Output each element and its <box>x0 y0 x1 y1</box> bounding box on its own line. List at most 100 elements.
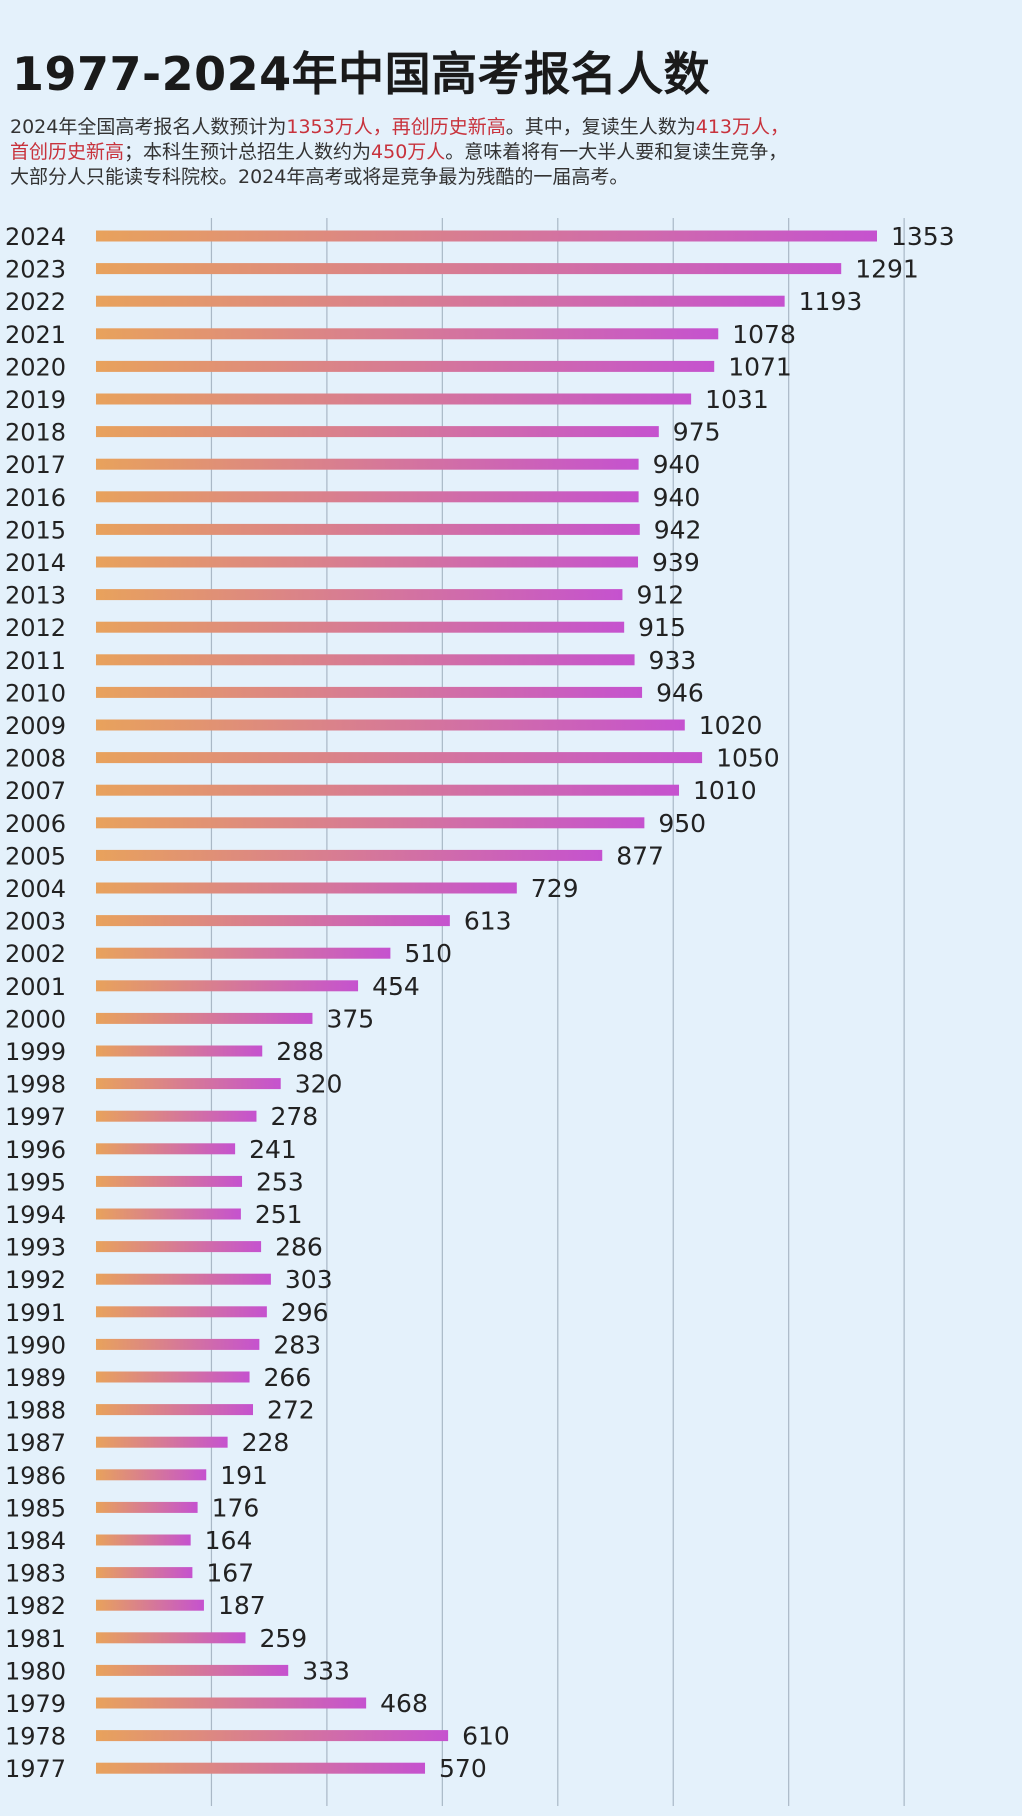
bar <box>96 1501 198 1513</box>
value-label: 253 <box>256 1167 304 1196</box>
value-label: 933 <box>649 646 697 675</box>
bar <box>96 1273 271 1285</box>
description-text: 2024年全国高考报名人数预计为 <box>10 116 287 138</box>
value-label: 1050 <box>716 744 780 773</box>
value-label: 940 <box>653 450 701 479</box>
year-label: 1987 <box>5 1429 66 1457</box>
bar <box>96 1436 228 1448</box>
year-label: 2011 <box>5 647 66 675</box>
year-label: 1982 <box>5 1592 66 1620</box>
value-label: 1078 <box>732 320 796 349</box>
grid-lines <box>210 218 905 1806</box>
year-label: 2001 <box>5 973 66 1001</box>
value-label: 228 <box>242 1428 290 1457</box>
year-label: 2013 <box>5 582 66 610</box>
description-text: 。意味着将有一大半人要和复读生竞争， <box>445 141 788 163</box>
bar <box>96 1110 257 1122</box>
bar <box>96 1338 260 1350</box>
value-label: 939 <box>652 548 700 577</box>
year-label: 2024 <box>5 223 66 251</box>
bar <box>96 1730 449 1742</box>
year-label: 2002 <box>5 940 66 968</box>
year-label: 1980 <box>5 1657 66 1685</box>
value-label: 303 <box>285 1265 333 1294</box>
value-label: 1020 <box>699 711 763 740</box>
highlight-text: 413万人， <box>695 116 789 138</box>
bar <box>96 1567 193 1579</box>
year-label: 2014 <box>5 549 66 577</box>
year-label: 2016 <box>5 484 66 512</box>
year-label: 1984 <box>5 1527 66 1555</box>
value-label: 283 <box>273 1330 321 1359</box>
bar <box>96 1143 236 1155</box>
year-label: 2023 <box>5 256 66 284</box>
bar <box>96 1306 267 1318</box>
bar <box>96 1175 243 1187</box>
bar <box>96 1469 207 1481</box>
bar <box>96 1599 204 1611</box>
year-label: 2004 <box>5 875 66 903</box>
bar <box>96 621 625 633</box>
chart-description: 2024年全国高考报名人数预计为1353万人，再创历史新高。其中，复读生人数为4… <box>10 115 1010 190</box>
year-label: 1996 <box>5 1136 66 1164</box>
value-label: 272 <box>267 1396 315 1425</box>
year-label: 1998 <box>5 1071 66 1099</box>
year-label: 1999 <box>5 1038 66 1066</box>
value-label: 167 <box>206 1559 254 1588</box>
bar <box>96 328 719 340</box>
year-label: 1986 <box>5 1462 66 1490</box>
year-label: 1978 <box>5 1723 66 1751</box>
year-label: 2007 <box>5 777 66 805</box>
value-label: 1031 <box>705 385 769 414</box>
bar <box>96 1241 262 1253</box>
year-label: 2009 <box>5 712 66 740</box>
bar <box>96 230 877 242</box>
value-label: 915 <box>638 613 686 642</box>
bar <box>96 1012 313 1024</box>
value-label: 187 <box>218 1591 266 1620</box>
bar <box>96 947 391 959</box>
year-label: 2018 <box>5 419 66 447</box>
bar <box>96 719 685 731</box>
bar <box>96 849 603 861</box>
year-label: 2005 <box>5 842 66 870</box>
bar <box>96 915 450 927</box>
year-label: 2022 <box>5 288 66 316</box>
bar <box>96 1078 281 1090</box>
description-line: 大部分人只能读专科院校。2024年高考或将是竞争最为残酷的一届高考。 <box>10 165 1010 190</box>
value-label: 1071 <box>728 352 792 381</box>
value-label: 942 <box>654 515 702 544</box>
bar <box>96 491 639 503</box>
bar <box>96 752 703 764</box>
bar <box>96 1762 426 1774</box>
value-label: 454 <box>372 972 420 1001</box>
bar <box>96 589 623 601</box>
bar <box>96 1045 263 1057</box>
year-label: 1989 <box>5 1364 66 1392</box>
year-label: 1994 <box>5 1201 66 1229</box>
year-label: 2008 <box>5 745 66 773</box>
year-label: 2000 <box>5 1005 66 1033</box>
value-label: 1291 <box>855 255 919 284</box>
value-label: 251 <box>255 1200 303 1229</box>
chart-title: 1977-2024年中国高考报名人数 <box>12 47 711 101</box>
value-label: 610 <box>462 1722 510 1751</box>
value-label: 375 <box>326 1004 374 1033</box>
value-label: 176 <box>212 1493 260 1522</box>
year-label: 1995 <box>5 1168 66 1196</box>
year-label: 1981 <box>5 1625 66 1653</box>
value-label: 570 <box>439 1754 487 1783</box>
bar <box>96 882 517 894</box>
bar <box>96 1697 367 1709</box>
bar <box>96 817 645 829</box>
year-label: 2003 <box>5 908 66 936</box>
year-label: 2021 <box>5 321 66 349</box>
value-label: 912 <box>636 581 684 610</box>
value-label: 320 <box>295 1070 343 1099</box>
year-label: 1991 <box>5 1299 66 1327</box>
value-label: 266 <box>264 1363 312 1392</box>
description-text: 大部分人只能读专科院校。2024年高考或将是竞争最为残酷的一届高考。 <box>10 166 629 188</box>
bar <box>96 1534 191 1546</box>
value-label: 940 <box>653 483 701 512</box>
